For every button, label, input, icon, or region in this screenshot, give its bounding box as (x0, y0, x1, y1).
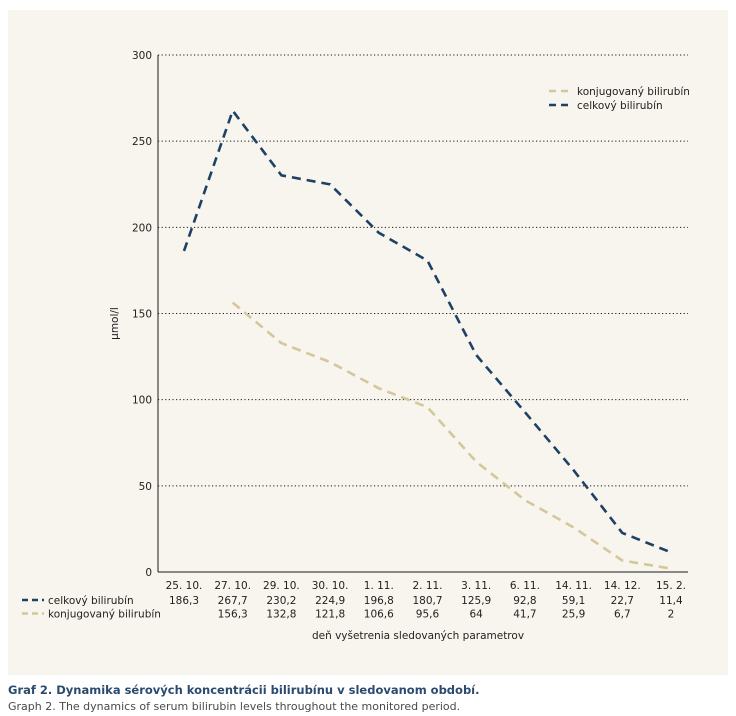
legend-label: konjugovaný bilirubín (577, 86, 690, 98)
series-line-1 (182, 109, 672, 554)
series-line-0 (231, 301, 672, 570)
data-value-label: 196,8 (364, 595, 394, 607)
data-value-label: 156,3 (218, 609, 248, 621)
y-tick-label: 150 (132, 309, 152, 321)
data-value-label: 95,6 (416, 609, 440, 621)
y-tick-label: 50 (139, 481, 152, 493)
x-tick-label: 29. 10. (263, 580, 300, 592)
x-tick-label: 30. 10. (312, 580, 349, 592)
y-tick-label: 100 (132, 395, 152, 407)
caption-title: Graf 2. Dynamika sérových koncentrácii b… (8, 683, 480, 697)
bilirubin-line-chart: 0 50 100 150 200 250 300 µmol/l konjugovaný bili… (22, 50, 690, 642)
data-value-label: 180,7 (412, 595, 442, 607)
x-tick-label: 27. 10. (214, 580, 251, 592)
y-tick-label: 0 (145, 567, 152, 579)
x-tick-label: 6. 11. (510, 580, 540, 592)
y-tick-label: 250 (132, 136, 152, 148)
caption-subtitle: Graph 2. The dynamics of serum bilirubin… (8, 700, 461, 713)
x-axis-label: deň vyšetrenia sledovaných parametrov (312, 630, 524, 642)
data-value-label: 92,8 (513, 595, 536, 607)
data-value-label: 59,1 (562, 595, 585, 607)
data-value-label: 132,8 (266, 609, 296, 621)
y-tick-label: 200 (132, 222, 152, 234)
data-value-label: 6,7 (614, 609, 631, 621)
data-value-label: 267,7 (218, 595, 248, 607)
x-tick-label: 25. 10. (166, 580, 203, 592)
data-value-label: 2 (668, 609, 675, 621)
figure-caption: Graf 2. Dynamika sérových koncentrácii b… (8, 683, 728, 713)
table-row-label: celkový bilirubín (48, 595, 134, 607)
data-value-label: 22,7 (611, 595, 634, 607)
data-value-label: 186,3 (169, 595, 199, 607)
legend-label: celkový bilirubín (577, 100, 663, 112)
data-value-label: 64 (470, 609, 484, 621)
x-tick-label: 2. 11. (412, 580, 442, 592)
data-value-label: 224,9 (315, 595, 345, 607)
x-tick-label: 15. 2. (656, 580, 686, 592)
data-value-label: 230,2 (266, 595, 296, 607)
data-value-label: 41,7 (513, 609, 536, 621)
data-value-label: 25,9 (562, 609, 585, 621)
data-value-label: 121,8 (315, 609, 345, 621)
data-value-label: 106,6 (364, 609, 394, 621)
y-tick-label: 300 (132, 50, 152, 62)
chart-panel (8, 10, 728, 675)
x-tick-label: 14. 12. (604, 580, 641, 592)
data-value-label: 11,4 (659, 595, 683, 607)
data-value-label: 125,9 (461, 595, 491, 607)
x-tick-label: 1. 11. (364, 580, 394, 592)
y-axis-label: µmol/l (109, 307, 121, 340)
x-tick-label: 14. 11. (555, 580, 592, 592)
table-row-label: konjugovaný bilirubín (48, 609, 161, 621)
x-tick-label: 3. 11. (461, 580, 491, 592)
